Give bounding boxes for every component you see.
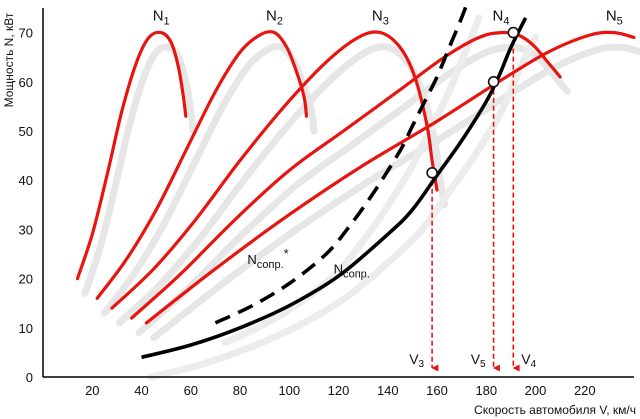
power-curve-N5 [144, 30, 636, 325]
resistance-label-solid: Nсопр. [334, 262, 370, 281]
curve-shadow [150, 43, 640, 342]
y-tick-label: 40 [19, 173, 33, 188]
power-curve-label: N3 [372, 8, 389, 28]
speed-label-V5-base: V [471, 351, 481, 367]
intersection-points [426, 26, 520, 179]
speed-label-V3-sub: 3 [419, 359, 425, 370]
curve-shadow [221, 14, 483, 347]
x-tick-label: 40 [134, 383, 148, 398]
power-curve-label-sub: 3 [383, 16, 389, 28]
power-curve-label-base: N [493, 8, 504, 25]
x-axis-title: Скорость автомобиля V, км/ч [474, 403, 636, 417]
curve-shadows [81, 14, 640, 381]
y-tick-label: 30 [19, 222, 33, 237]
power-curve-label: N2 [266, 8, 283, 28]
x-tick-label: 80 [233, 383, 247, 398]
speed-label-V4-base: V [521, 351, 531, 367]
speed-label-V3-base: V [409, 351, 419, 367]
x-tick-label: 100 [278, 383, 300, 398]
resistance-curve-solid [141, 17, 528, 360]
power-curve-label: N4 [493, 8, 510, 28]
curve-shadow [101, 42, 318, 317]
power-curve-N2 [95, 30, 309, 300]
resistance-label-solid-sub: сопр. [343, 269, 370, 281]
x-tick-label: 60 [184, 383, 198, 398]
power-curve-label-sub: 2 [277, 16, 283, 28]
intersection-point [426, 167, 438, 179]
curves [75, 0, 636, 360]
curve-shadow [81, 43, 197, 297]
drop-lines [431, 32, 520, 372]
x-tick-label: 180 [475, 383, 497, 398]
x-tick-label: 200 [525, 383, 547, 398]
x-tick-label: 120 [328, 383, 350, 398]
resistance-label-dashed-base: N [247, 252, 256, 267]
resistance-label-mark: * [284, 246, 289, 261]
power-curve-N4 [130, 30, 562, 320]
power-curve-label-sub: 1 [164, 16, 170, 28]
speed-label-V5: V5 [471, 351, 486, 370]
power-curve-label-sub: 4 [503, 16, 509, 28]
x-tick-label: 20 [85, 383, 99, 398]
power-curve-label: N1 [153, 8, 170, 28]
power-curve-label-base: N [153, 8, 164, 25]
speed-label-V5-sub: 5 [480, 359, 486, 370]
resistance-label-dashed: Nсопр.* [247, 246, 288, 271]
speed-label-V3: V3 [409, 351, 424, 370]
y-tick-label: 10 [19, 321, 33, 336]
x-tick-label: 140 [377, 383, 399, 398]
axes [42, 8, 634, 378]
tick-labels: 0 10 20 30 40 50 60 70 20 40 60 80 100 120 140 160 180 20… [19, 26, 596, 398]
power-curve-label-base: N [266, 8, 277, 25]
resistance-label-dashed-sub: сопр. [257, 259, 284, 271]
speed-label-V4-sub: 4 [531, 359, 537, 370]
curve-shadow [135, 43, 571, 337]
power-curve-label-base: N [372, 8, 383, 25]
power-curve-label-sub: 5 [617, 16, 623, 28]
power-curve-label-base: N [606, 8, 617, 25]
y-tick-label: 70 [19, 26, 33, 41]
curve-shadow [147, 34, 539, 381]
power-curve-N1 [75, 30, 188, 281]
y-tick-label: 0 [26, 370, 33, 385]
power-curve-label: N5 [606, 8, 623, 28]
x-tick-label: 220 [574, 383, 596, 398]
y-tick-label: 50 [19, 124, 33, 139]
y-tick-label: 60 [19, 75, 33, 90]
resistance-curve-dashed [214, 0, 471, 325]
y-tick-label: 20 [19, 272, 33, 287]
intersection-point [487, 76, 500, 88]
intersection-point [507, 26, 520, 39]
x-tick-label: 160 [426, 383, 448, 398]
speed-label-V4: V4 [521, 351, 536, 370]
resistance-label-solid-base: N [334, 262, 343, 277]
y-axis-title: Мощность N, кВт [2, 12, 16, 107]
